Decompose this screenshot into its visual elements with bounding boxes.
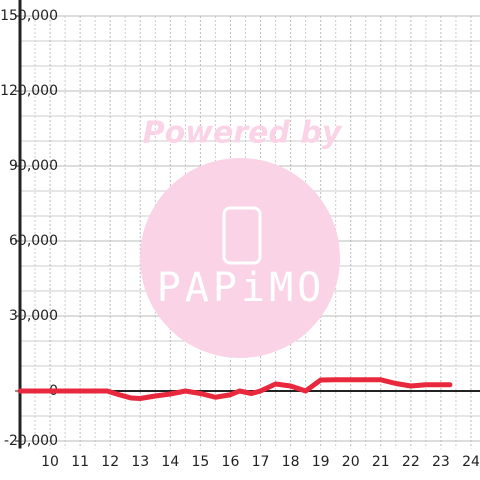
data-line bbox=[17, 377, 453, 401]
grid bbox=[20, 15, 480, 449]
y-tick-label: 30,000 bbox=[9, 308, 58, 324]
watermark-phone bbox=[222, 206, 262, 265]
y-tick-label: 60,000 bbox=[9, 233, 58, 249]
x-tick-label: 18 bbox=[282, 454, 300, 470]
x-tick-label: 10 bbox=[41, 454, 59, 470]
y-tick-label: -20,000 bbox=[4, 433, 58, 449]
x-tick-label: 17 bbox=[252, 454, 270, 470]
y-tick-label: 90,000 bbox=[9, 158, 58, 174]
watermark-circle bbox=[140, 158, 340, 358]
y-tick-label: 120,000 bbox=[0, 83, 58, 99]
x-tick-label: 13 bbox=[131, 454, 149, 470]
x-tick-label: 22 bbox=[402, 454, 420, 470]
x-tick-label: 19 bbox=[312, 454, 330, 470]
x-tick-label: 24 bbox=[462, 454, 480, 470]
x-tick-label: 14 bbox=[161, 454, 179, 470]
x-tick-label: 11 bbox=[71, 454, 89, 470]
x-tick-label: 21 bbox=[372, 454, 390, 470]
x-tick-label: 12 bbox=[101, 454, 119, 470]
x-tick-label: 15 bbox=[191, 454, 209, 470]
y-tick-label: 150,000 bbox=[0, 8, 58, 24]
x-tick-label: 20 bbox=[342, 454, 360, 470]
x-tick-label: 23 bbox=[432, 454, 450, 470]
watermark-logo: PAPiMO bbox=[157, 265, 326, 311]
x-tick-label: 16 bbox=[222, 454, 240, 470]
watermark-text: Powered by bbox=[143, 116, 343, 151]
